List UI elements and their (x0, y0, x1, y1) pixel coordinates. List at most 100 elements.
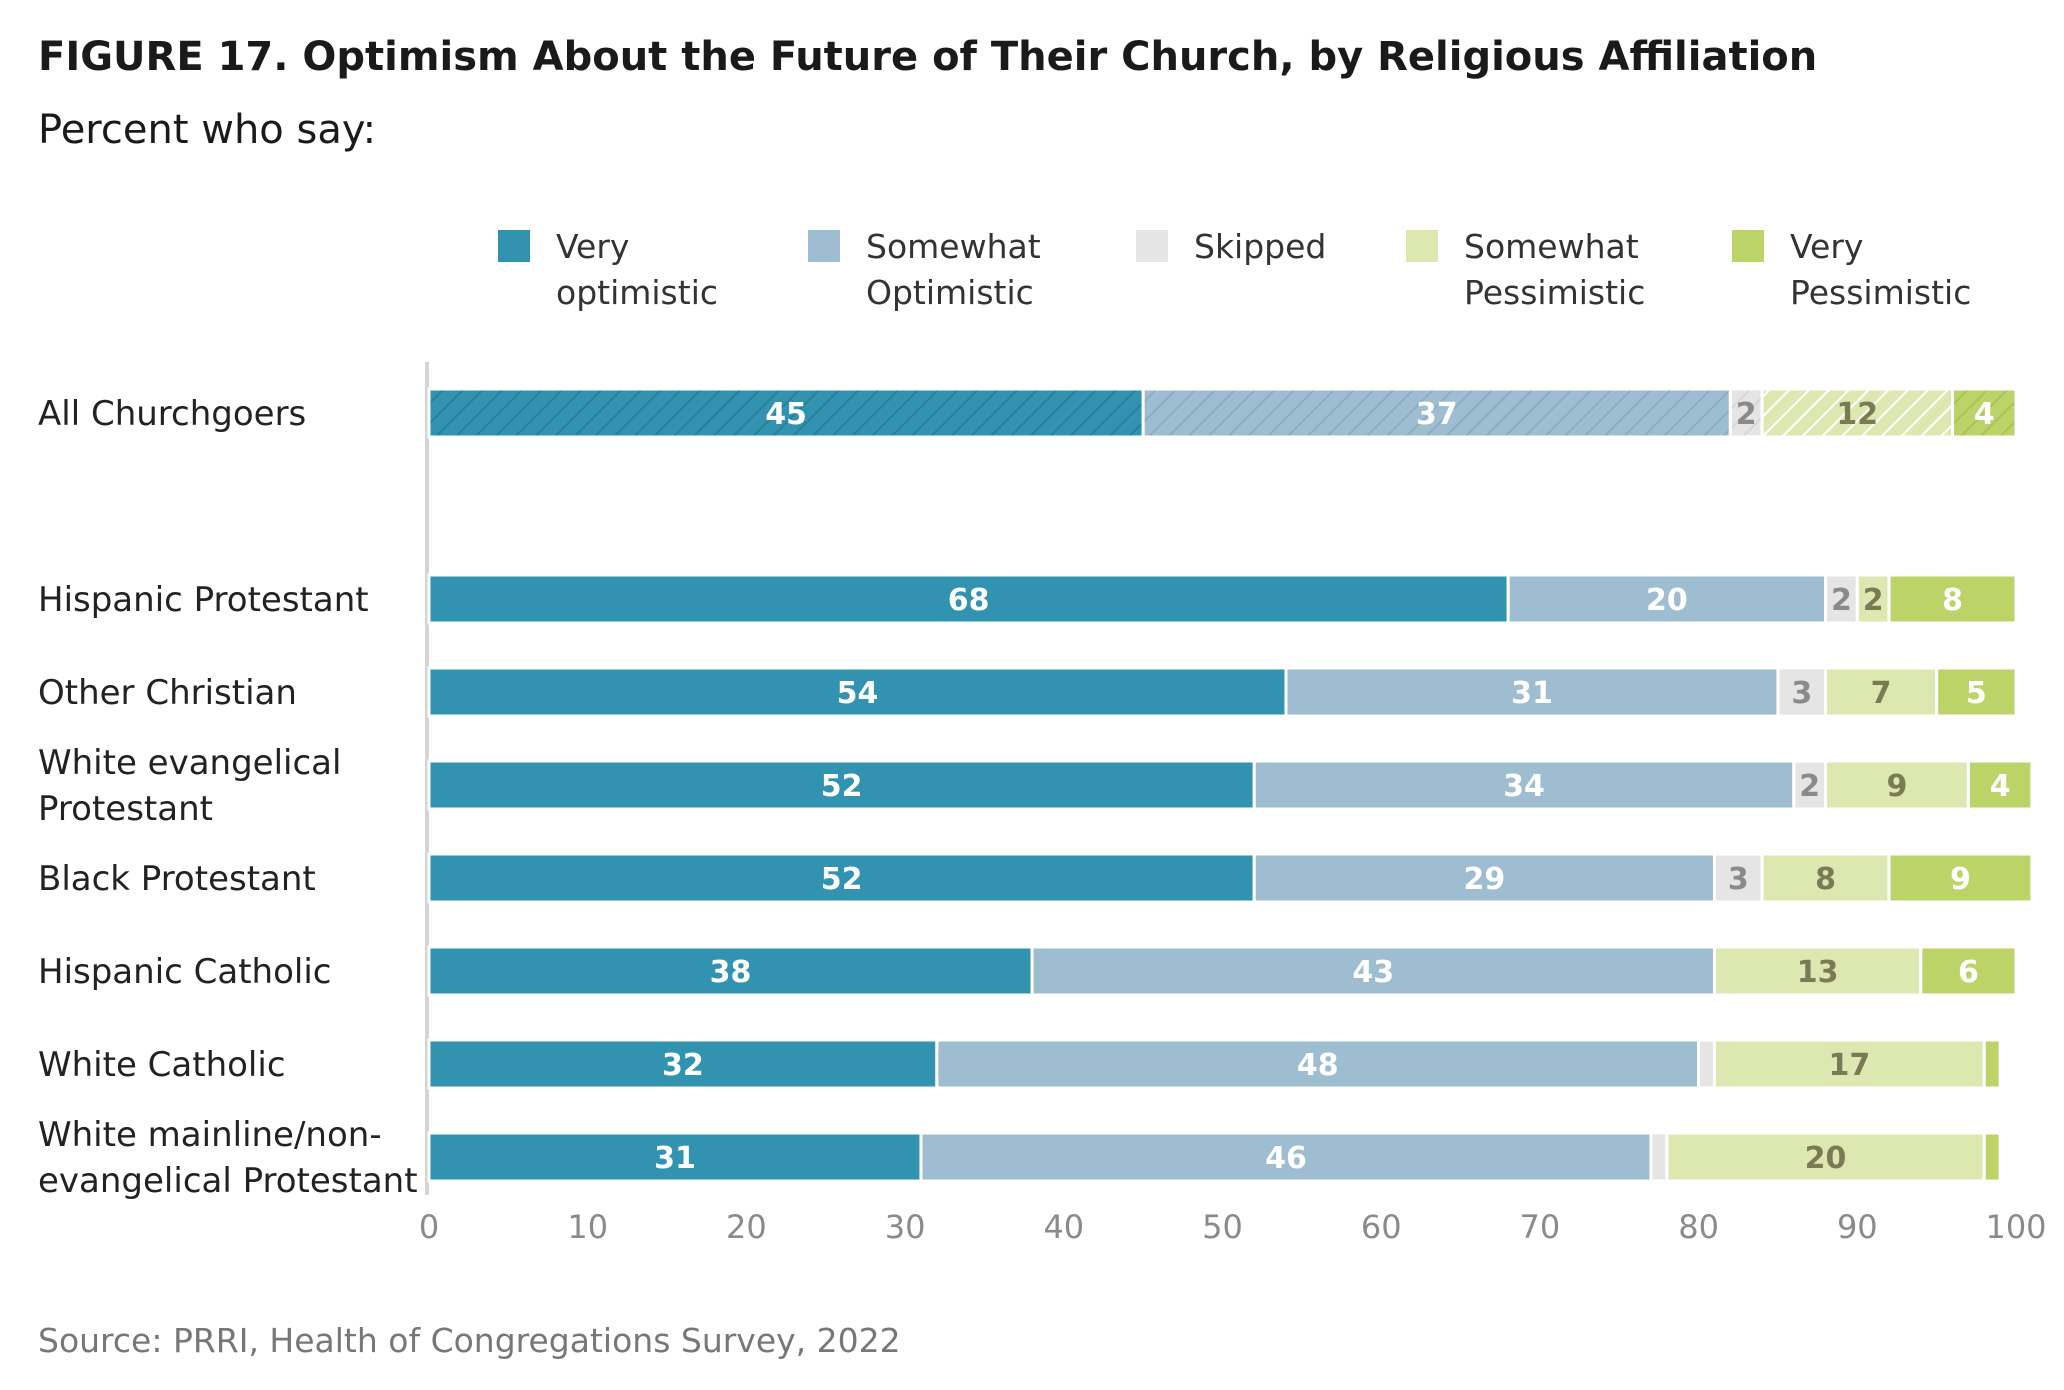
bar-segment (1252, 759, 1796, 811)
bar-segment (1887, 573, 2018, 625)
bar-row: 38 43 13 6 (427, 945, 2018, 997)
bar-row: 68 20 2 2 8 (427, 573, 2018, 625)
legend-swatch (808, 230, 840, 262)
bar-segment (427, 945, 1034, 997)
bar-segment (1712, 852, 1764, 904)
bar-value-label: 2 (1799, 769, 1820, 804)
category-label: White Catholic (38, 1045, 286, 1085)
bar-segment (1982, 1131, 2002, 1183)
bar-value-label: 7 (1871, 676, 1892, 711)
bar-segment (1982, 1038, 2002, 1090)
category-label: Black Protestant (38, 859, 316, 899)
bar-value-label: 31 (654, 1141, 696, 1176)
legend-label: Very (1790, 227, 1863, 266)
category-label: Other Christian (38, 673, 297, 713)
legend: Very optimistic Somewhat Optimistic Skipped S… (498, 227, 1971, 312)
bar-row: 31 46 20 (427, 1131, 2002, 1183)
legend-swatch (1406, 230, 1438, 262)
x-tick-label: 80 (1678, 1208, 1719, 1246)
bar-value-label: 9 (1950, 862, 1971, 897)
category-label: Hispanic Catholic (38, 952, 331, 992)
bar-value-label: 13 (1797, 955, 1839, 990)
legend-label: Somewhat (866, 227, 1041, 266)
bar-value-label: 17 (1828, 1048, 1870, 1083)
x-tick-label: 40 (1043, 1208, 1084, 1246)
bar-segment (919, 1131, 1653, 1183)
bar-value-label: 9 (1887, 769, 1908, 804)
bar-value-label: 38 (710, 955, 752, 990)
x-tick-label: 30 (885, 1208, 926, 1246)
bar-segment (427, 852, 1256, 904)
bar-value-label: 12 (1836, 397, 1878, 432)
bar-segment (1712, 945, 1923, 997)
x-tick-label: 20 (726, 1208, 767, 1246)
bar-value-label: 2 (1736, 397, 1757, 432)
bar-value-label: 2 (1831, 583, 1852, 618)
bar-value-label: 8 (1942, 583, 1963, 618)
bar-segment (1824, 666, 1939, 718)
bar-value-label: 68 (948, 583, 990, 618)
legend-label: Optimistic (866, 273, 1034, 312)
bar-row: 54 31 3 7 5 (427, 666, 2018, 718)
legend-label: Pessimistic (1464, 273, 1645, 312)
x-tick-label: 90 (1837, 1208, 1878, 1246)
bar-value-label: 37 (1416, 397, 1458, 432)
category-label: Protestant (38, 789, 213, 829)
legend-item: Very Pessimistic (1732, 227, 1971, 312)
bar-value-label: 45 (765, 397, 807, 432)
legend-label: Somewhat (1464, 227, 1639, 266)
category-label: Hispanic Protestant (38, 580, 369, 620)
bar-segment (427, 759, 1256, 811)
bar-segment (427, 666, 1288, 718)
bars: 45 37 2 12 468 20 2 2 854 31 3 7 552 34 2 9 452 29 3 8 938 43… (427, 387, 2034, 1183)
legend-label: Pessimistic (1790, 273, 1971, 312)
chart-title: FIGURE 17. Optimism About the Future of … (38, 34, 1817, 80)
bar-value-label: 48 (1297, 1048, 1339, 1083)
legend-label: Very (556, 227, 629, 266)
x-tick-label: 60 (1361, 1208, 1402, 1246)
bar-value-label: 52 (821, 862, 863, 897)
legend-label: optimistic (556, 273, 718, 312)
bar-segment (1728, 387, 1764, 439)
x-tick-label: 100 (1985, 1208, 2046, 1246)
bar-segment (1141, 387, 1732, 439)
bar-value-label: 3 (1728, 862, 1749, 897)
bar-value-label: 20 (1646, 583, 1688, 618)
bar-row: 52 34 2 9 4 (427, 759, 2034, 811)
bar-segment (1919, 945, 2018, 997)
bar-value-label: 32 (662, 1048, 704, 1083)
x-tick-label: 0 (419, 1208, 439, 1246)
bar-value-label: 5 (1966, 676, 1987, 711)
bar-segment (1951, 387, 2018, 439)
bar-segment (1935, 666, 2018, 718)
legend-item: Skipped (1136, 227, 1326, 266)
source-note: Source: PRRI, Health of Congregations Su… (38, 1321, 901, 1360)
legend-swatch (498, 230, 530, 262)
bar-segment (427, 1038, 939, 1090)
bar-value-label: 2 (1863, 583, 1884, 618)
bar-value-label: 34 (1503, 769, 1545, 804)
bar-row: 45 37 2 12 4 (427, 387, 2018, 439)
bar-value-label: 3 (1791, 676, 1812, 711)
bar-value-label: 54 (837, 676, 879, 711)
bar-segment (1649, 1131, 1669, 1183)
legend-item: Somewhat Pessimistic (1406, 227, 1645, 312)
bar-row: 52 29 3 8 9 (427, 852, 2034, 904)
category-label: White mainline/non- (38, 1115, 382, 1155)
category-label: All Churchgoers (38, 394, 306, 434)
bar-value-label: 6 (1958, 955, 1979, 990)
bar-segment (1887, 852, 2034, 904)
bar-value-label: 46 (1265, 1141, 1307, 1176)
bar-value-label: 8 (1815, 862, 1836, 897)
x-tick-label: 10 (567, 1208, 608, 1246)
bar-segment (1697, 1038, 1716, 1090)
bar-value-label: 52 (821, 769, 863, 804)
bar-value-label: 20 (1805, 1141, 1847, 1176)
bar-segment (1030, 945, 1716, 997)
x-tick-label: 70 (1520, 1208, 1561, 1246)
bar-segment (1966, 759, 2034, 811)
bar-segment (1712, 1038, 1986, 1090)
bar-row: 32 48 17 (427, 1038, 2002, 1090)
legend-swatch (1732, 230, 1764, 262)
